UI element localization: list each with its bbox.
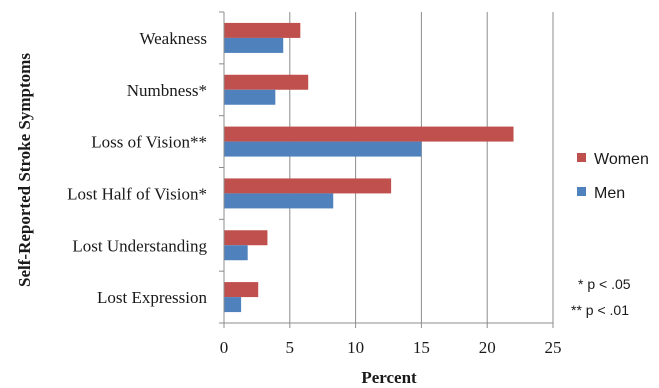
x-tick-label: 15 — [413, 338, 430, 357]
x-tick-label: 25 — [545, 338, 562, 357]
legend-swatch-men — [577, 187, 586, 196]
legend-label-women: Women — [594, 151, 649, 168]
category-labels: Weakness Numbness* Loss of Vision** Lost Ha… — [67, 29, 207, 307]
bar-men — [224, 245, 248, 261]
legend: Women Men — [577, 151, 649, 202]
bar-men — [224, 193, 334, 209]
x-tick-label: 10 — [347, 338, 364, 357]
bar-women — [224, 178, 392, 194]
y-axis-title: Self-Reported Stroke Symptoms — [15, 53, 34, 287]
x-tick-label: 5 — [286, 338, 295, 357]
bar-women — [224, 230, 268, 246]
x-tick-label: 0 — [220, 338, 229, 357]
category-label: Lost Expression — [97, 288, 208, 307]
category-label: Lost Half of Vision* — [67, 184, 207, 203]
bar-women — [224, 22, 301, 38]
bar-men — [224, 297, 242, 313]
legend-label-men: Men — [594, 185, 625, 202]
bars — [224, 22, 514, 313]
bar-men — [224, 37, 284, 53]
x-tick-labels: 0 5 10 15 20 25 — [220, 338, 562, 357]
x-tick-label: 20 — [479, 338, 496, 357]
legend-swatch-women — [577, 153, 586, 162]
category-label: Numbness* — [127, 81, 207, 100]
x-axis-title: Percent — [361, 368, 417, 387]
bar-women — [224, 74, 309, 90]
category-label: Weakness — [139, 29, 207, 48]
note-p01: ** p < .01 — [571, 302, 629, 318]
category-label: Lost Understanding — [72, 236, 207, 255]
category-label: Loss of Vision** — [91, 133, 207, 152]
bar-women — [224, 282, 259, 298]
bar-men — [224, 89, 276, 105]
axes — [219, 11, 554, 328]
note-p05: * p < .05 — [578, 276, 631, 292]
significance-notes: * p < .05 ** p < .01 — [571, 276, 631, 318]
gridlines — [289, 12, 554, 323]
bar-men — [224, 141, 422, 157]
bar-women — [224, 126, 514, 142]
